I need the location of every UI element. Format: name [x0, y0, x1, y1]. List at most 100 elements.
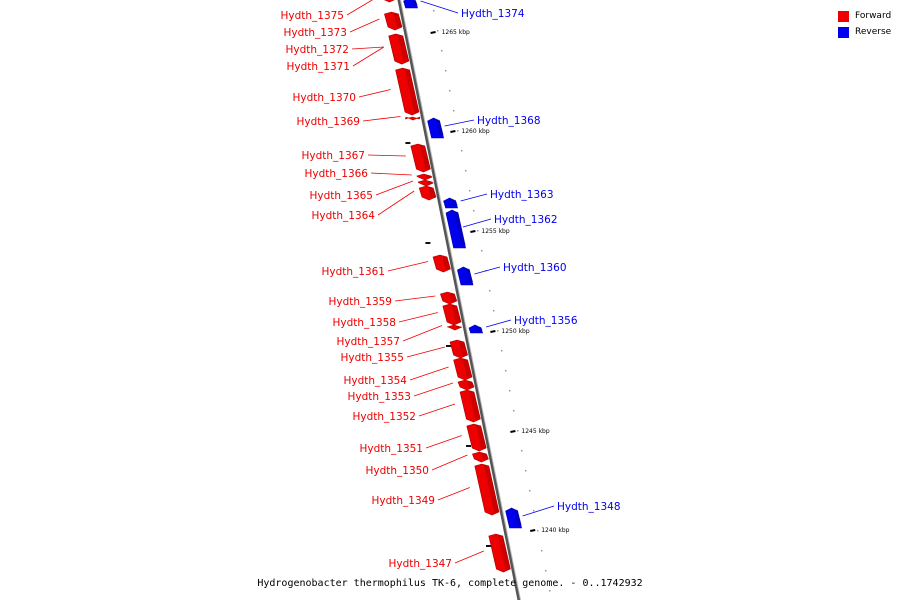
scale-tick-mark: [530, 529, 536, 532]
gene-label[interactable]: Hydth_1355: [340, 352, 404, 364]
gene-label[interactable]: Hydth_1349: [371, 495, 435, 507]
minor-tick: [477, 230, 479, 232]
gene-label[interactable]: Hydth_1352: [352, 411, 416, 423]
minor-tick: [473, 210, 475, 212]
gene-leader-line: [474, 266, 501, 275]
gene-glyph-shade: [475, 425, 487, 449]
gene-label[interactable]: Hydth_1373: [283, 27, 347, 39]
gene-label[interactable]: Hydth_1353: [347, 391, 411, 403]
gene-glyph-shade: [442, 256, 451, 270]
gene-leader-line: [444, 119, 475, 127]
gene-label[interactable]: Hydth_1357: [336, 336, 400, 348]
gene-label[interactable]: Hydth_1374: [461, 8, 525, 20]
minor-tick: [433, 10, 435, 12]
gene-glyph-shade: [427, 181, 434, 184]
gene-label[interactable]: Hydth_1348: [557, 501, 621, 513]
gene-label[interactable]: Hydth_1356: [514, 315, 578, 327]
minor-dash: [425, 242, 431, 244]
minor-tick: [525, 470, 527, 472]
minor-dash: [466, 445, 471, 447]
minor-tick: [517, 430, 519, 432]
gene-label[interactable]: Hydth_1354: [343, 375, 407, 387]
gene-label[interactable]: Hydth_1358: [332, 317, 396, 329]
gene-glyph-shade: [467, 381, 474, 388]
minor-tick: [453, 110, 455, 112]
gene-labels: Hydth_1375 Hydth_1374 Hydth_1373 Hydth_1372…: [280, 0, 621, 570]
minor-tick: [497, 330, 499, 332]
gene-label[interactable]: Hydth_1351: [359, 443, 423, 455]
gene-label[interactable]: Hydth_1362: [494, 214, 558, 226]
gene-glyph-shade: [393, 13, 402, 28]
gene-glyph-shade: [459, 341, 468, 356]
minor-tick: [521, 450, 523, 452]
minor-dash: [486, 545, 491, 547]
minor-dash: [405, 142, 411, 144]
minor-tick: [533, 510, 535, 512]
gene-glyph-shade: [453, 211, 466, 246]
minor-tick: [461, 150, 463, 152]
gene-leader-line: [398, 312, 438, 323]
gene-label[interactable]: Hydth_1361: [321, 266, 385, 278]
forward-swatch: [838, 10, 849, 22]
scale-tick-label: 1255 kbp: [481, 228, 509, 235]
minor-tick: [529, 490, 531, 492]
gene-features: [381, 0, 522, 573]
reverse-swatch: [838, 26, 849, 38]
gene-glyph-shade: [451, 199, 458, 206]
gene-glyph-shade: [465, 268, 473, 283]
scale-tick-label: 1245 kbp: [521, 428, 549, 435]
gene-label[interactable]: Hydth_1370: [292, 92, 356, 104]
gene-leader-line: [402, 325, 443, 342]
minor-tick: [549, 590, 551, 592]
gene-label[interactable]: Hydth_1359: [328, 296, 392, 308]
gene-leader-line: [346, 0, 373, 16]
gene-label[interactable]: Hydth_1366: [304, 168, 368, 180]
gene-label[interactable]: Hydth_1371: [286, 61, 350, 73]
minor-tick: [465, 170, 467, 172]
gene-label[interactable]: Hydth_1350: [365, 465, 429, 477]
gene-glyph-shade: [481, 453, 489, 460]
scale-tick-label: 1265 kbp: [442, 29, 470, 36]
gene-glyph-shade: [419, 145, 431, 170]
gene-leader-line: [375, 180, 414, 196]
gene-glyph[interactable]: [446, 324, 463, 331]
minor-tick: [505, 370, 507, 372]
minor-tick: [541, 550, 543, 552]
gene-leader-line: [367, 154, 406, 157]
minor-tick: [469, 190, 471, 192]
gene-glyph[interactable]: [381, 0, 396, 3]
gene-glyph-shade: [414, 117, 420, 119]
gene-leader-line: [387, 261, 429, 272]
gene-label[interactable]: Hydth_1363: [490, 189, 554, 201]
gene-leader-line: [358, 89, 391, 98]
minor-dash: [446, 345, 451, 347]
gene-label[interactable]: Hydth_1364: [311, 210, 375, 222]
gene-leader-line: [454, 550, 484, 564]
gene-label[interactable]: Hydth_1360: [503, 262, 567, 274]
gene-label[interactable]: Hydth_1367: [301, 150, 365, 162]
gene-label[interactable]: Hydth_1365: [309, 190, 373, 202]
gene-leader-line: [351, 46, 384, 50]
legend-item-reverse: Reverse: [838, 25, 891, 39]
scale-ticks: 1265 kbp 1260 kbp 1255 kbp 1250 kbp 1245 kbp…: [405, 10, 570, 592]
gene-label[interactable]: Hydth_1369: [296, 116, 360, 128]
gene-label[interactable]: Hydth_1347: [388, 558, 452, 570]
gene-leader-line: [522, 505, 555, 517]
gene-leader-line: [409, 366, 449, 381]
minor-tick: [457, 130, 459, 132]
gene-glyph-shade: [513, 509, 522, 526]
gene-leader-line: [406, 346, 446, 358]
legend-label-forward: Forward: [855, 11, 892, 21]
gene-glyph[interactable]: [468, 324, 484, 334]
gene-leader-line: [418, 403, 456, 417]
backbone-highlight: [399, 0, 522, 600]
minor-tick: [481, 250, 483, 252]
gene-leader-line: [425, 435, 462, 449]
scale-tick-mark: [450, 130, 456, 133]
gene-label[interactable]: Hydth_1375: [280, 10, 344, 22]
gene-leader-line: [352, 46, 385, 67]
gene-glyph-shade: [483, 465, 499, 513]
gene-label[interactable]: Hydth_1368: [477, 115, 541, 127]
gene-label[interactable]: Hydth_1372: [285, 44, 349, 56]
